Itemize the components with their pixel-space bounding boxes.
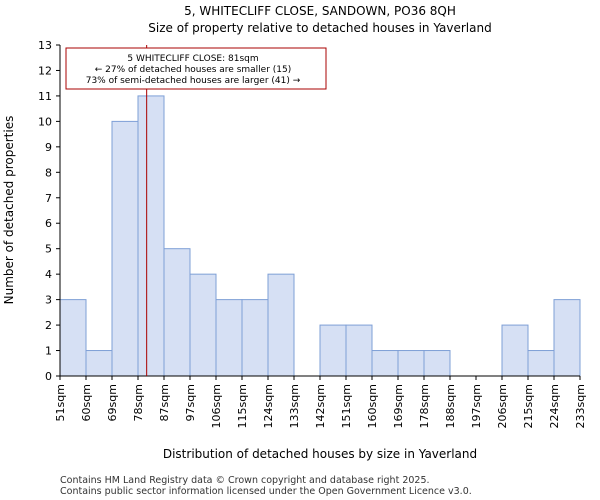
bar-178sqm <box>423 350 451 377</box>
x-tick-label: 142sqm <box>314 384 327 428</box>
y-tick-label: 7 <box>45 192 52 205</box>
y-tick-label: 3 <box>45 294 52 307</box>
x-tick-label: 224sqm <box>548 384 561 428</box>
bars-group <box>59 95 581 377</box>
x-tick-label: 151sqm <box>340 384 353 428</box>
y-tick-label: 1 <box>45 345 52 358</box>
y-tick-label: 2 <box>45 319 52 332</box>
bar-106sqm <box>215 299 243 377</box>
bar-206sqm <box>501 324 529 377</box>
x-tick-label: 69sqm <box>106 384 119 421</box>
x-tick-label: 188sqm <box>444 384 457 428</box>
x-tick-label: 233sqm <box>574 384 587 428</box>
bar-51sqm <box>59 299 87 377</box>
y-tick-label: 11 <box>38 90 52 103</box>
x-axis-label: Distribution of detached houses by size … <box>163 447 477 461</box>
annotation-line-1: 5 WHITECLIFF CLOSE: 81sqm <box>127 54 258 64</box>
y-tick-label: 10 <box>38 115 52 128</box>
x-tick-label: 169sqm <box>392 384 405 428</box>
y-axis-label: Number of detached properties <box>2 116 16 305</box>
x-tick-label: 215sqm <box>522 384 535 428</box>
bar-97sqm <box>189 273 217 377</box>
bar-124sqm <box>267 273 295 377</box>
annotation-box: 5 WHITECLIFF CLOSE: 81sqm ← 27% of detac… <box>65 47 327 90</box>
chart-subtitle: Size of property relative to detached ho… <box>148 21 491 35</box>
footer-line-2: Contains public sector information licen… <box>60 486 472 497</box>
annotation-line-3: 73% of semi-detached houses are larger (… <box>86 76 301 86</box>
x-tick-label: 97sqm <box>184 384 197 421</box>
y-tick-label: 9 <box>45 141 52 154</box>
chart-title: 5, WHITECLIFF CLOSE, SANDOWN, PO36 8QH <box>184 4 456 18</box>
x-tick-label: 206sqm <box>496 384 509 428</box>
bar-169sqm <box>397 350 425 377</box>
x-tick-label: 60sqm <box>80 384 93 421</box>
annotation-rect <box>65 47 327 90</box>
x-tick-label: 178sqm <box>418 384 431 428</box>
y-tick-label: 5 <box>45 243 52 256</box>
y-tick-label: 0 <box>45 370 52 383</box>
bar-215sqm <box>527 350 555 377</box>
x-tick-label: 78sqm <box>132 384 145 421</box>
bar-142sqm <box>319 324 347 377</box>
x-tick-label: 133sqm <box>288 384 301 428</box>
x-tick-label: 197sqm <box>470 384 483 428</box>
bar-69sqm <box>111 120 139 377</box>
x-tick-label: 87sqm <box>158 384 171 421</box>
x-ticks-group: 51sqm 60sqm 69sqm 78sqm 87sqm 97sqm 106sqm 115s… <box>54 376 587 428</box>
x-tick-label: 124sqm <box>262 384 275 428</box>
bar-224sqm <box>553 299 581 377</box>
footer-line-1: Contains HM Land Registry data © Crown c… <box>60 475 430 486</box>
x-tick-label: 51sqm <box>54 384 67 421</box>
annotation-line-2: ← 27% of detached houses are smaller (15… <box>95 65 292 75</box>
bar-87sqm <box>163 248 191 377</box>
bar-60sqm <box>85 350 113 377</box>
y-tick-label: 13 <box>38 39 52 52</box>
y-tick-label: 4 <box>45 268 52 281</box>
y-tick-label: 6 <box>45 217 52 230</box>
x-tick-label: 115sqm <box>236 384 249 428</box>
x-tick-label: 160sqm <box>366 384 379 428</box>
bar-151sqm <box>345 324 373 377</box>
y-tick-label: 12 <box>38 64 52 77</box>
bar-115sqm <box>241 299 269 377</box>
x-tick-label: 106sqm <box>210 384 223 428</box>
y-tick-label: 8 <box>45 166 52 179</box>
bar-160sqm <box>371 350 399 377</box>
bar-78sqm <box>137 95 165 377</box>
